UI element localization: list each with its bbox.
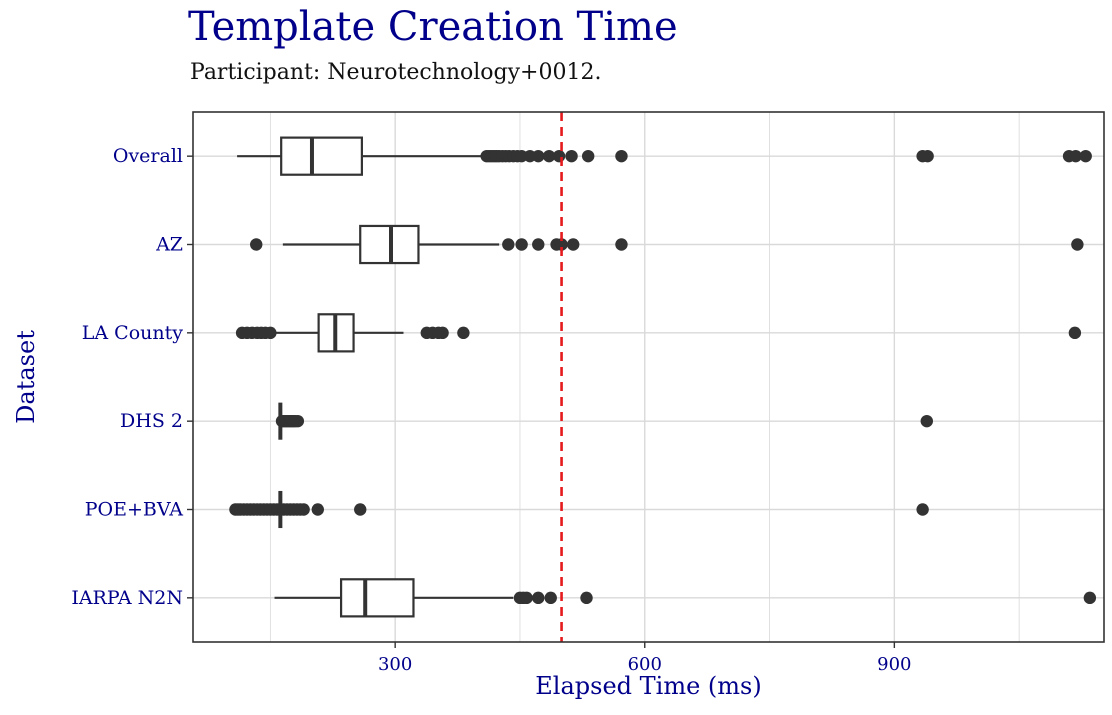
box-poe-bva [229, 490, 929, 529]
y-tick-label: Overall [113, 145, 183, 167]
outlier-point [311, 503, 324, 516]
outlier-point [354, 503, 367, 516]
y-tick-label: DHS 2 [120, 410, 183, 432]
outlier-point [615, 149, 628, 163]
outlier-point [532, 591, 545, 605]
box-la-county [235, 313, 1082, 353]
outlier-point [1079, 149, 1092, 163]
y-axis-title: Dataset [12, 330, 40, 424]
outlier-point [520, 591, 533, 605]
outlier-point [1071, 238, 1084, 251]
chart-title: Template Creation Time [188, 4, 678, 50]
outlier-point [615, 238, 628, 251]
outlier-point [920, 414, 933, 428]
box-iarpa-n2n [274, 578, 1097, 618]
outlier-point [502, 238, 515, 251]
outlier-point [921, 149, 934, 163]
outlier-point [515, 238, 528, 251]
boxplot-series [229, 136, 1097, 618]
outlier-point [297, 503, 310, 516]
outlier-point [264, 326, 277, 340]
box-overall [237, 136, 1092, 176]
outlier-point [1069, 149, 1082, 163]
plot-panel-border [192, 111, 1105, 643]
outlier-point [542, 149, 556, 163]
outlier-point [457, 326, 470, 340]
x-axis-title: Elapsed Time (ms) [535, 672, 761, 700]
outlier-point [565, 149, 578, 163]
y-tick-label: POE+BVA [85, 499, 184, 521]
outlier-point [250, 238, 263, 251]
x-tick-label: 900 [877, 654, 911, 675]
y-tick-label: LA County [82, 322, 183, 344]
box-az [250, 224, 1084, 265]
axes: Overall AZ LA County DHS 2 POE+BVA IARPA N2N 3… [71, 145, 911, 675]
x-tick-label: 300 [378, 654, 412, 675]
outlier-point [532, 149, 545, 163]
iqr-box [280, 136, 363, 176]
outlier-point [544, 591, 557, 605]
x-tick-label: 600 [628, 654, 662, 675]
outlier-point [552, 149, 566, 163]
outlier-point [1083, 591, 1097, 605]
box-dhs-2 [275, 402, 933, 440]
y-tick-label: AZ [155, 234, 183, 256]
grid-lines [193, 112, 1104, 642]
outlier-point [1068, 326, 1082, 340]
outlier-point [916, 503, 929, 516]
outlier-point [291, 414, 305, 428]
chart-subtitle: Participant: Neurotechnology+0012. [190, 60, 602, 85]
iqr-box [339, 578, 415, 618]
outlier-point [436, 326, 449, 340]
y-tick-label: IARPA N2N [71, 587, 183, 609]
outlier-point [532, 238, 545, 251]
outlier-point [580, 591, 593, 605]
outlier-point [581, 149, 595, 163]
outlier-point [567, 238, 580, 251]
outlier-point [555, 238, 568, 251]
